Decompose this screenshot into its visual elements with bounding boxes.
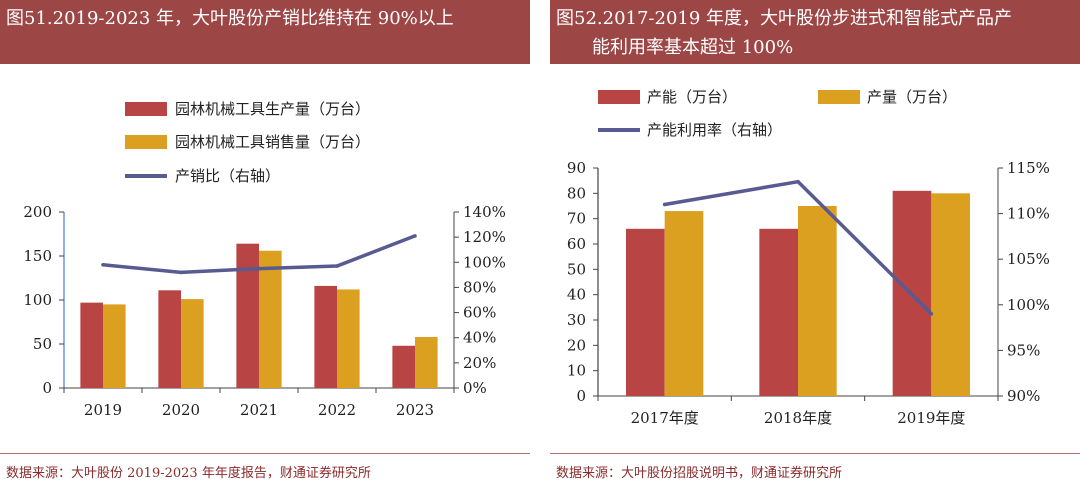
legend-swatch-output (818, 90, 860, 104)
line-point (929, 312, 934, 316)
y-tick-label: 30 (567, 311, 586, 329)
y-tick-label: 50 (567, 260, 586, 278)
legend-swatch-sales (125, 135, 167, 149)
y2-tick-label: 110% (1007, 205, 1050, 223)
y2-tick-label: 60% (463, 304, 496, 322)
bar-series1 (80, 302, 103, 388)
legend-label-sales: 园林机械工具销售量（万台） (175, 133, 370, 151)
plot-area: 0 10 20 30 40 50 60 70 80 90 90% 95% 100% 105% 110% 115… (567, 159, 1050, 427)
y2-tick-label: 115% (1007, 159, 1050, 177)
y2-tick-label: 140% (463, 203, 506, 221)
line-point (796, 179, 800, 184)
y2-tick-label: 0% (463, 379, 487, 397)
y2-tick-label: 90% (1007, 387, 1040, 405)
bar-series2 (415, 336, 438, 388)
chart-panel-left: 图51.2019-2023 年，大叶股份产销比维持在 90%以上 园林机械工具生… (0, 0, 530, 484)
x-tick-label: 2019年度 (897, 409, 965, 427)
y2-tick-label: 100% (463, 253, 506, 271)
line-point (413, 234, 417, 238)
y2-tick-label: 105% (1007, 250, 1050, 268)
chart-title-right-line2: 能利用率基本超过 100% (592, 37, 794, 58)
line-point (335, 264, 339, 268)
x-tick-label: 2017年度 (631, 409, 699, 427)
x-tick-label: 2019 (84, 401, 122, 419)
y-tick-label: 10 (567, 362, 586, 380)
bar-series1 (314, 285, 337, 388)
bar-series1 (158, 290, 181, 388)
bar-series2 (337, 289, 360, 388)
line-point (662, 202, 667, 207)
source-divider (550, 453, 1080, 454)
y-tick-label: 0 (42, 379, 52, 397)
bar-series1 (759, 228, 798, 396)
chart-title-left-text: 图51.2019-2023 年，大叶股份产销比维持在 90%以上 (6, 8, 454, 29)
y-tick-label: 60 (567, 235, 586, 253)
x-tick-label: 2018年度 (764, 409, 832, 427)
y-tick-label: 80 (567, 184, 586, 202)
capacity-utilization-chart: 产能（万台） 产量（万台） 产能利用率（右轴） 0 10 20 30 40 50 60 70 8… (567, 88, 1050, 427)
bar-series1 (392, 345, 415, 388)
y2-tick-label: 80% (463, 278, 496, 296)
x-tick-label: 2022 (318, 401, 356, 419)
source-divider (0, 453, 530, 454)
bar-series2 (931, 193, 970, 396)
plot-area: 0 50 100 150 200 0% 20% 40% 60% 80% 100% 120% 140% 20… (23, 203, 506, 419)
legend-label-production: 园林机械工具生产量（万台） (175, 100, 370, 118)
y2-tick-label: 120% (463, 228, 506, 246)
y-tick-label: 0 (576, 387, 586, 405)
production-sales-chart: 园林机械工具生产量（万台） 园林机械工具销售量（万台） 产销比（右轴） 0 50 1… (23, 100, 506, 419)
x-tick-label: 2021 (240, 401, 278, 419)
chart-title-right: 图52.2017-2019 年度，大叶股份步进式和智能式产品产 能利用率基本超过… (550, 0, 1080, 64)
line-point (257, 266, 261, 271)
bar-series1 (236, 243, 259, 388)
y2-tick-label: 20% (463, 354, 496, 372)
bar-series2 (259, 250, 282, 388)
y-tick-label: 150 (23, 247, 52, 265)
y-tick-label: 90 (567, 159, 586, 177)
legend-label-ratio: 产销比（右轴） (175, 167, 280, 185)
y-tick-label: 40 (567, 286, 586, 304)
bar-series2 (181, 299, 204, 388)
y2-tick-label: 100% (1007, 296, 1050, 314)
legend-label-output: 产量（万台） (867, 88, 957, 106)
x-tick-label: 2023 (396, 401, 434, 419)
source-note-left: 数据来源：大叶股份 2019-2023 年年度报告，财通证券研究所 (6, 466, 371, 481)
chart-panel-right: 图52.2017-2019 年度，大叶股份步进式和智能式产品产 能利用率基本超过… (550, 0, 1080, 484)
bar-series2 (664, 211, 704, 396)
legend-swatch-capacity (598, 90, 640, 104)
y2-tick-label: 95% (1007, 341, 1040, 359)
y-tick-label: 20 (567, 336, 586, 354)
bar-series1 (626, 228, 665, 396)
y-tick-label: 70 (567, 210, 586, 228)
source-note-right: 数据来源：大叶股份招股说明书，财通证券研究所 (556, 466, 843, 481)
y2-tick-label: 40% (463, 329, 496, 347)
chart-title-left: 图51.2019-2023 年，大叶股份产销比维持在 90%以上 (0, 0, 530, 64)
y-tick-label: 200 (23, 203, 52, 221)
bar-series2 (798, 206, 837, 396)
legend: 产能（万台） 产量（万台） 产能利用率（右轴） (598, 88, 957, 139)
chart-title-right-line1: 图52.2017-2019 年度，大叶股份步进式和智能式产品产 (556, 8, 1013, 29)
y-tick-label: 50 (33, 335, 52, 353)
legend: 园林机械工具生产量（万台） 园林机械工具销售量（万台） 产销比（右轴） (125, 100, 370, 185)
y-tick-label: 100 (23, 291, 52, 309)
line-point (179, 270, 183, 275)
bar-series2 (103, 304, 126, 388)
legend-label-utilization: 产能利用率（右轴） (647, 121, 782, 139)
legend-label-capacity: 产能（万台） (647, 88, 737, 106)
legend-swatch-production (125, 102, 167, 116)
line-point (101, 263, 105, 267)
x-tick-label: 2020 (162, 401, 200, 419)
